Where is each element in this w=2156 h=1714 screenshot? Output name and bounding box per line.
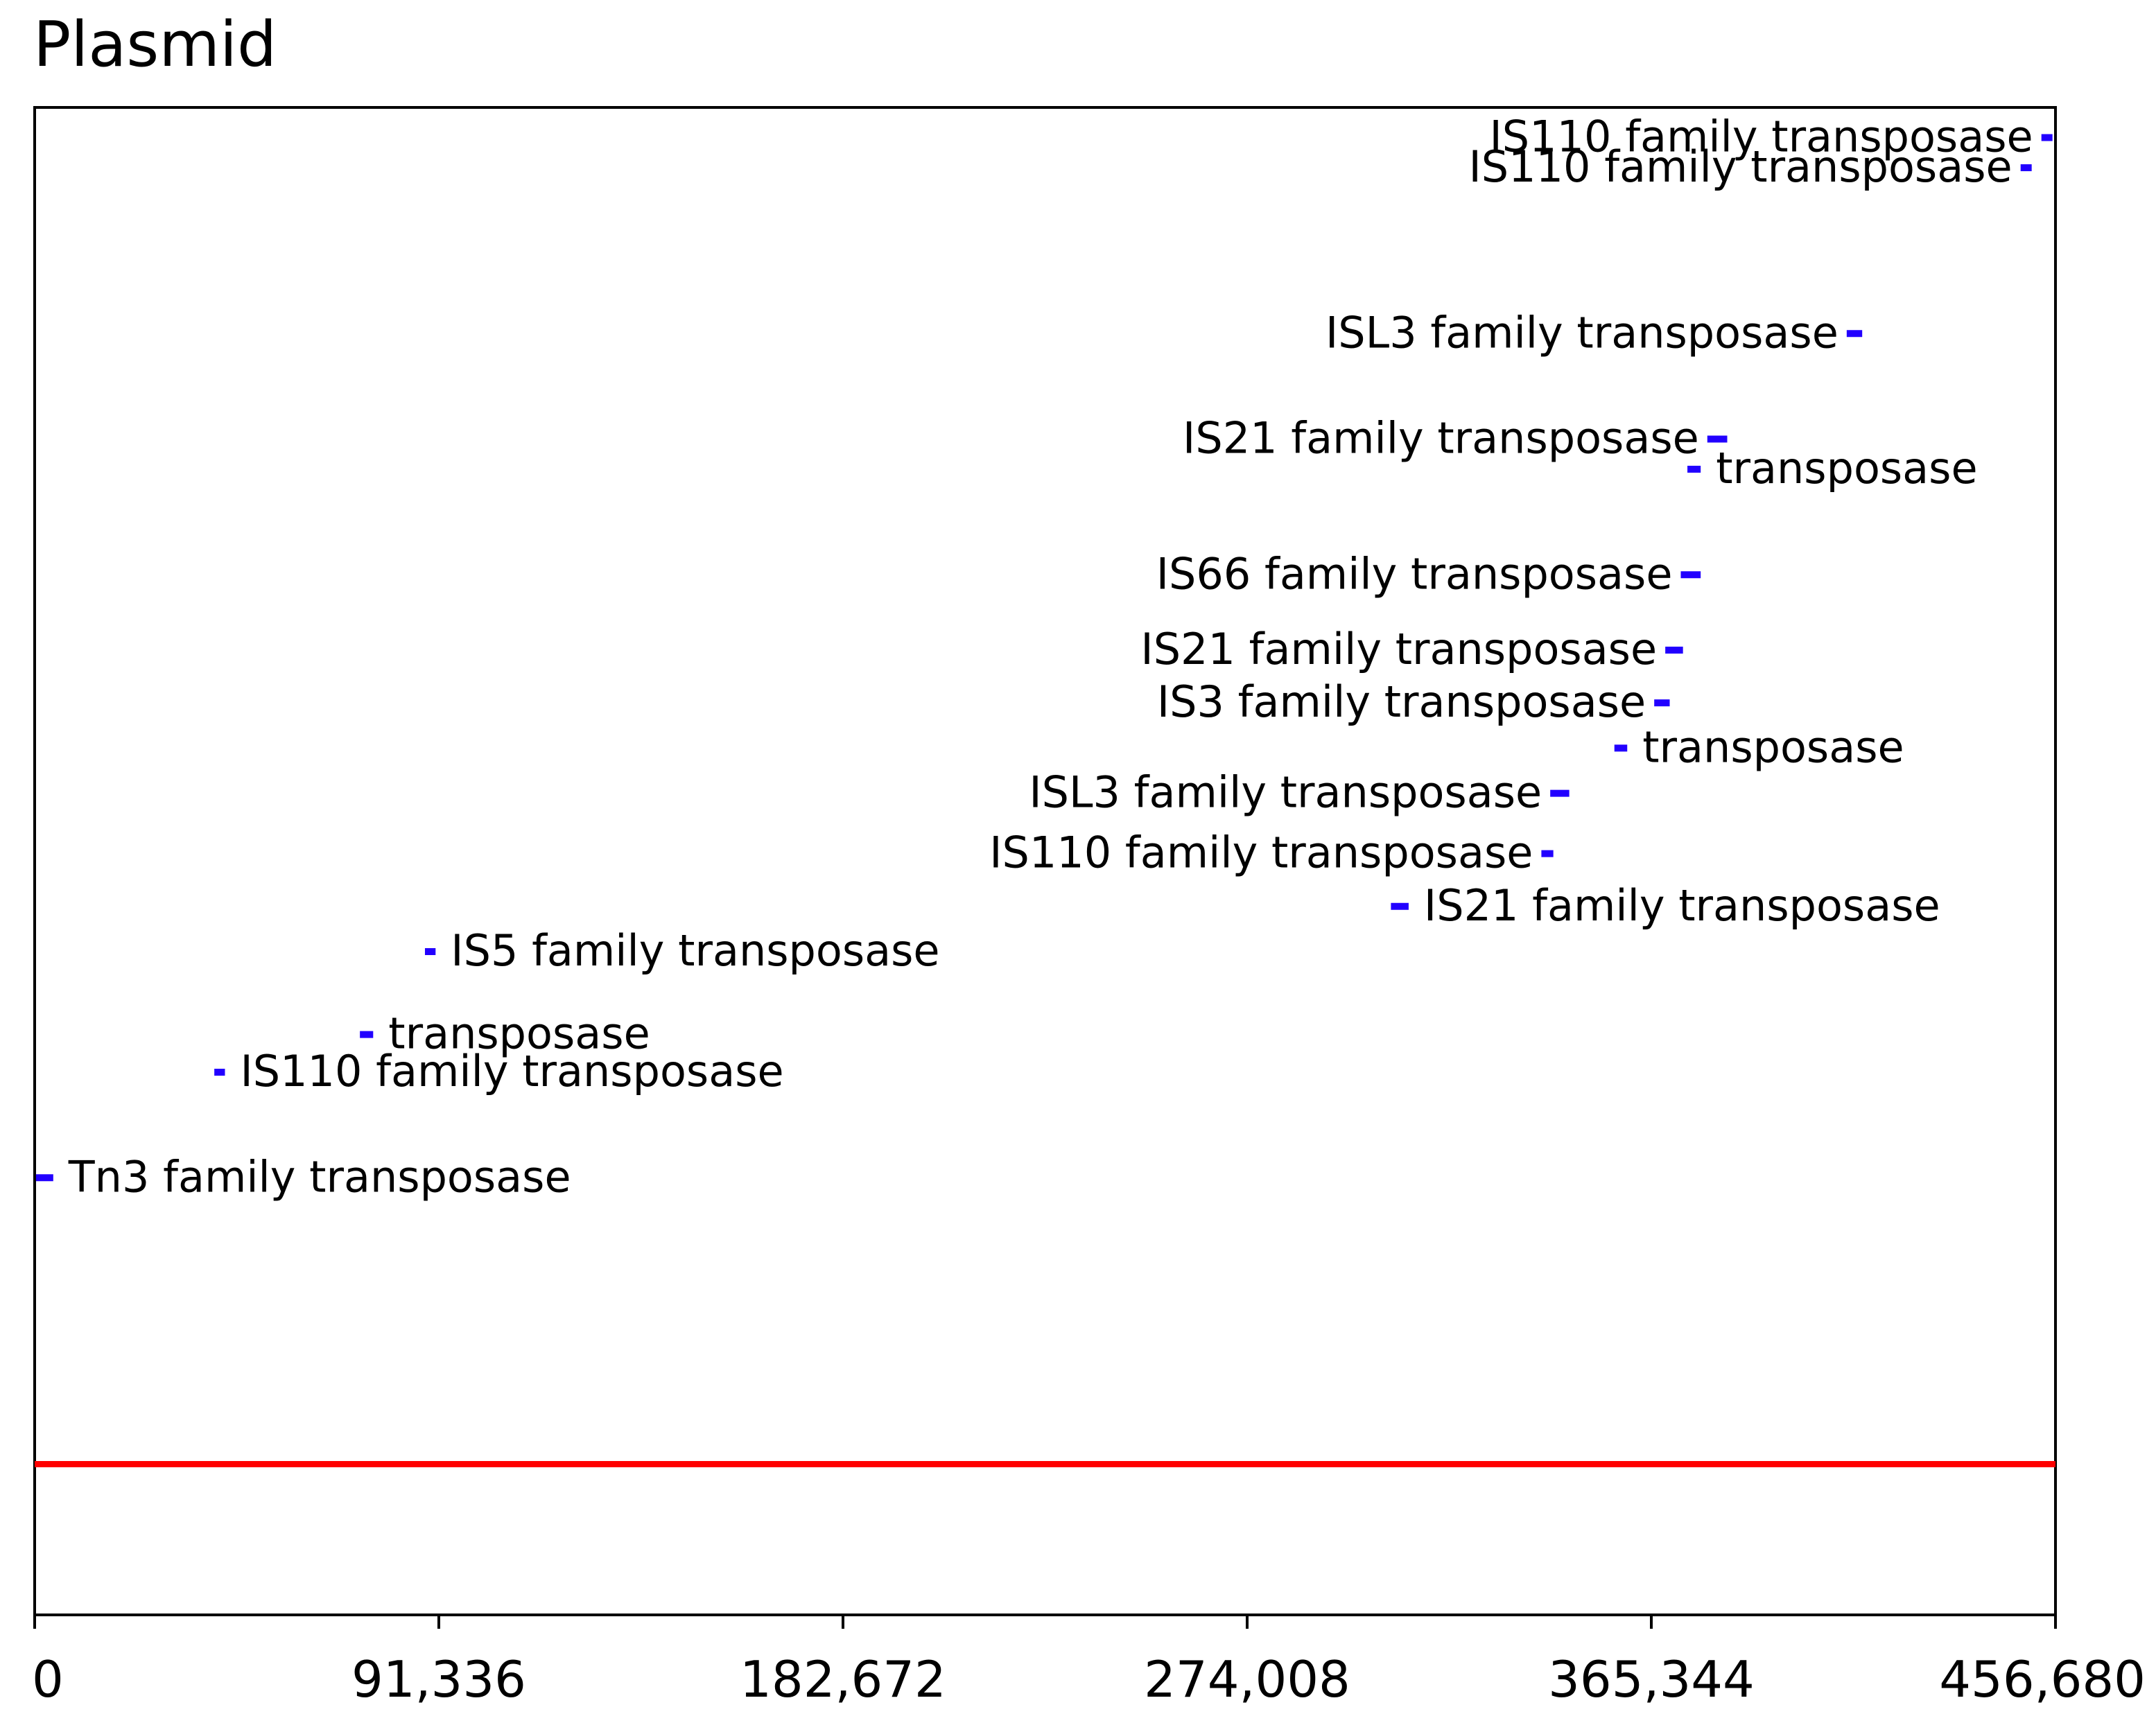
- feature-label: IS21 family transposase: [1140, 624, 1657, 674]
- feature-label: IS110 family transposase: [240, 1046, 783, 1096]
- feature-mark: [1391, 902, 1409, 910]
- plot-area: [33, 106, 2057, 1616]
- plot-frame: [33, 106, 2057, 1616]
- feature-mark: [2020, 164, 2032, 171]
- feature-mark: [1687, 466, 1701, 473]
- feature-label: ISL3 family transposase: [1029, 767, 1542, 818]
- feature-mark: [1550, 789, 1570, 797]
- feature-label: IS5 family transposase: [451, 925, 939, 976]
- feature-mark: [2041, 134, 2053, 141]
- feature-mark: [424, 948, 436, 955]
- x-tick-label: 274,008: [1144, 1650, 1350, 1708]
- feature-mark: [1654, 699, 1670, 707]
- x-tick-label: 0: [32, 1650, 64, 1708]
- chart-title: Plasmid: [33, 8, 277, 81]
- features-layer: Tn3 family transposase IS110 family trans…: [35, 112, 2053, 1202]
- feature-label: transposase: [1642, 722, 1904, 772]
- feature-label: IS110 family transposase: [1490, 112, 2033, 162]
- x-tick-label: 365,344: [1548, 1650, 1755, 1708]
- feature-label: IS3 family transposase: [1157, 676, 1646, 727]
- feature-label: IS21 family transposase: [1424, 880, 1940, 931]
- x-tick-label: 456,680: [1939, 1650, 2146, 1708]
- feature-mark: [1846, 330, 1863, 338]
- feature-label: IS110 family transposase: [989, 828, 1533, 878]
- feature-label: transposase: [1716, 443, 1977, 493]
- feature-label: IS66 family transposase: [1156, 548, 1673, 599]
- x-tick-label: 91,336: [351, 1650, 526, 1708]
- x-axis: 0 91,336 182,672 274,008 365,344 456,680: [32, 1615, 2146, 1708]
- x-tick-label: 182,672: [740, 1650, 946, 1708]
- feature-label: Tn3 family transposase: [68, 1151, 571, 1202]
- feature-mark: [1665, 647, 1683, 654]
- feature-mark: [214, 1069, 225, 1076]
- feature-label: ISL3 family transposase: [1325, 307, 1838, 358]
- feature-mark: [35, 1174, 53, 1182]
- feature-mark: [1707, 435, 1728, 443]
- feature-mark: [1680, 571, 1701, 579]
- feature-mark: [1541, 850, 1554, 857]
- feature-mark: [360, 1031, 374, 1038]
- feature-label: transposase: [388, 1008, 650, 1059]
- feature-label: IS21 family transposase: [1183, 413, 1699, 464]
- feature-mark: [1614, 744, 1628, 752]
- feature-label: IS110 family transposase: [1469, 141, 2012, 192]
